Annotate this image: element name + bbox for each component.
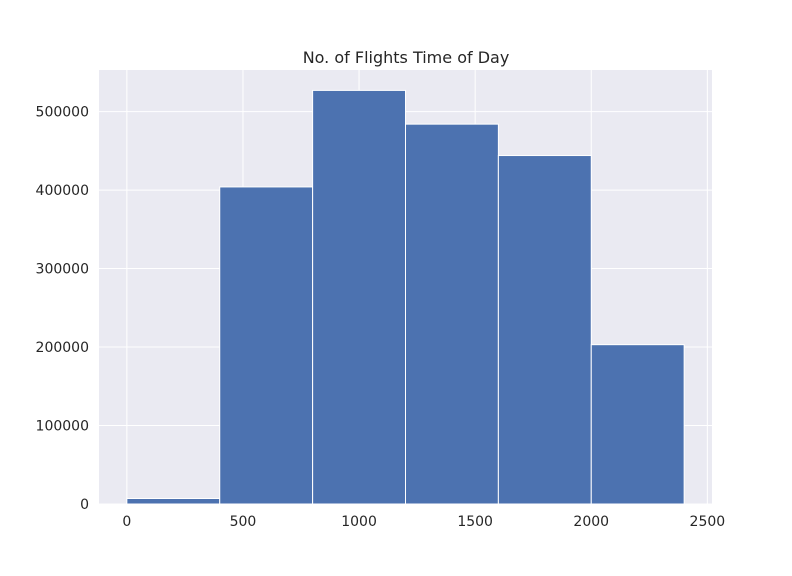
x-axis-ticks: 0 500 1000 1500 2000 2500 — [122, 514, 725, 530]
histogram-bar — [126, 498, 221, 505]
y-tick-label: 400000 — [36, 183, 89, 199]
y-tick-label: 0 — [80, 497, 89, 513]
x-tick-label: 0 — [122, 514, 131, 530]
y-tick-label: 500000 — [36, 105, 89, 121]
x-tick-label: 2500 — [690, 514, 726, 530]
histogram-bar — [590, 344, 685, 505]
x-tick-label: 1000 — [341, 514, 377, 530]
bars — [126, 89, 685, 505]
histogram-bar — [219, 186, 314, 505]
histogram-bar — [497, 155, 592, 505]
chart-title: No. of Flights Time of Day — [303, 48, 510, 67]
x-tick-label: 1500 — [457, 514, 493, 530]
histogram-bar — [312, 89, 406, 505]
histogram-bar — [405, 123, 499, 505]
x-tick-label: 500 — [230, 514, 257, 530]
y-tick-label: 200000 — [36, 340, 89, 356]
y-tick-label: 100000 — [36, 419, 89, 435]
y-axis-ticks: 0 100000 200000 300000 400000 500000 — [36, 105, 89, 513]
y-tick-label: 300000 — [36, 262, 89, 278]
x-tick-label: 2000 — [573, 514, 609, 530]
